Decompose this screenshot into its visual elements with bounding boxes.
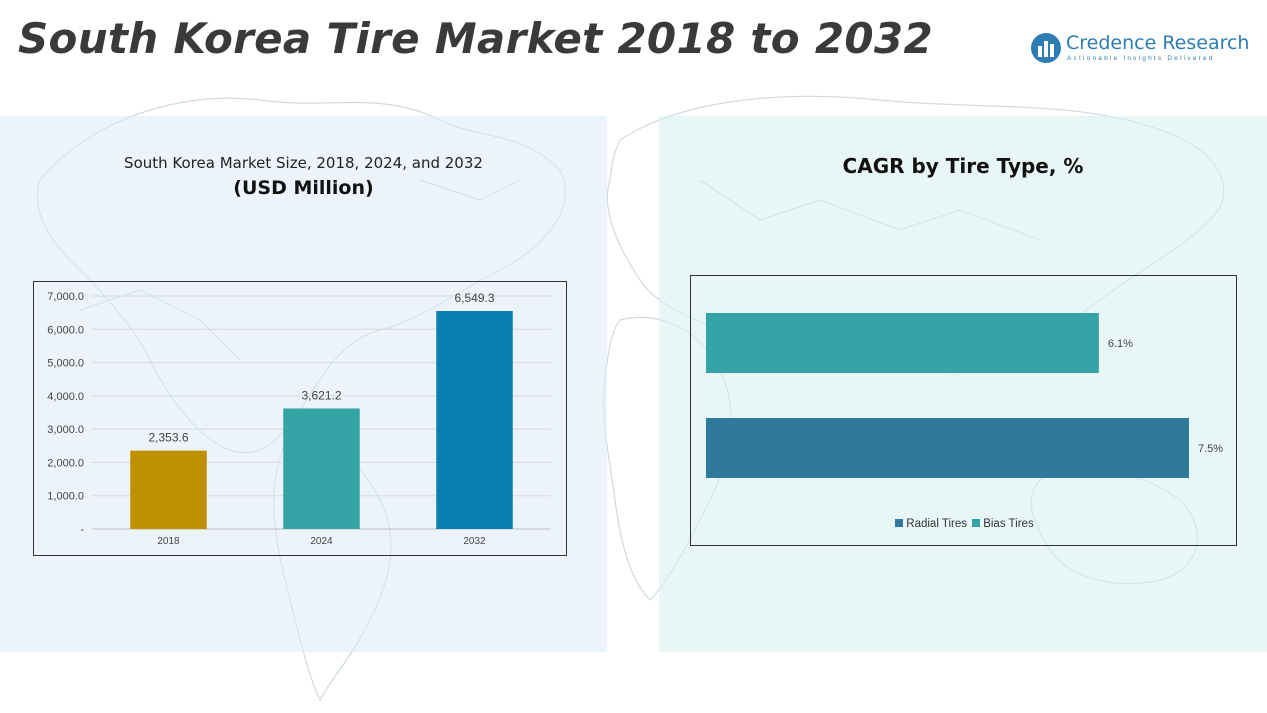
- market-size-chart: - 1,000.0 2,000.0 3,000.0 4,000.0 5,000.0 6,00…: [33, 281, 567, 556]
- cagr-chart-svg: 6.1% 7.5%: [706, 313, 1223, 478]
- cagr-chart-title: CAGR by Tire Type, %: [842, 154, 1084, 178]
- market-size-chart-svg: - 1,000.0 2,000.0 3,000.0 4,000.0 5,000.0 6,00…: [47, 291, 551, 547]
- hbar-bias-tires: [706, 313, 1099, 373]
- cagr-chart-legend: Radial Tires Bias Tires: [690, 518, 1237, 530]
- y-tick-label: 4,000.0: [47, 391, 84, 403]
- y-tick-label: -: [80, 524, 84, 536]
- page-title: South Korea Tire Market 2018 to 2032: [18, 14, 933, 63]
- cagr-chart: 6.1% 7.5%: [690, 275, 1237, 546]
- brand-logo-icon: [1031, 33, 1061, 63]
- brand-name: Credence Research: [1066, 32, 1250, 54]
- brand-logo: Credence Research Actionable Insights De…: [1030, 30, 1249, 70]
- x-tick-label: 2032: [463, 536, 486, 547]
- bar-2018: [130, 450, 207, 529]
- y-tick-label: 3,000.0: [47, 424, 84, 436]
- market-size-chart-title: South Korea Market Size, 2018, 2024, and…: [124, 154, 483, 172]
- brand-tagline: Actionable Insights Delivered: [1067, 55, 1215, 62]
- market-size-chart-subtitle: (USD Million): [233, 177, 374, 199]
- y-tick-label: 7,000.0: [47, 291, 84, 303]
- bar-2024: [283, 408, 360, 529]
- bar-2032: [436, 311, 513, 529]
- hbar-radial-tires: [706, 418, 1189, 478]
- legend-swatch-radial: [895, 519, 904, 527]
- x-tick-label: 2018: [157, 536, 180, 547]
- y-tick-label: 6,000.0: [47, 324, 84, 336]
- bar-data-label: 2,353.6: [148, 431, 188, 445]
- x-tick-label: 2024: [310, 536, 333, 547]
- legend-label-bias: Bias Tires: [983, 518, 1034, 530]
- bar-data-label: 3,621.2: [301, 388, 341, 402]
- y-tick-label: 5,000.0: [47, 358, 84, 370]
- y-tick-label: 2,000.0: [47, 457, 84, 469]
- legend-label-radial: Radial Tires: [906, 518, 967, 530]
- hbar-data-label: 6.1%: [1108, 338, 1133, 350]
- legend-swatch-bias: [972, 519, 981, 527]
- hbar-data-label: 7.5%: [1198, 443, 1223, 455]
- bar-data-label: 6,549.3: [454, 291, 494, 305]
- right-panel: [659, 116, 1267, 652]
- y-tick-label: 1,000.0: [47, 491, 84, 503]
